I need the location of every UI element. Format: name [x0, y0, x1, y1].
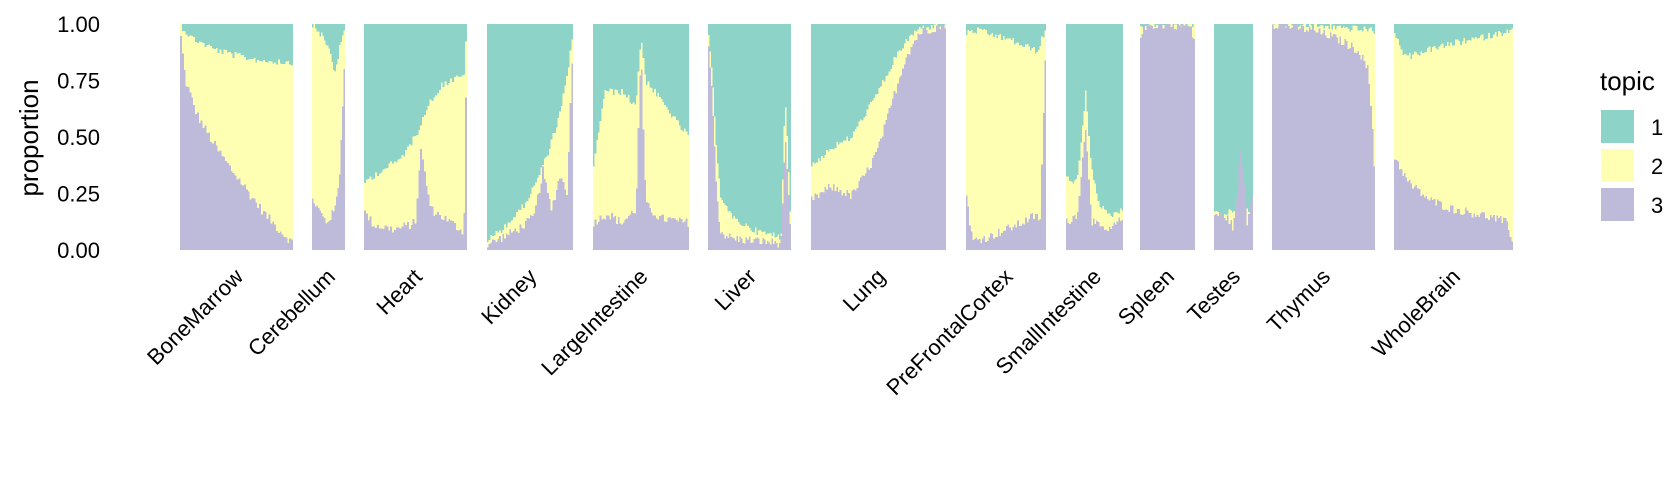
- legend: topic 1 2 3: [1600, 66, 1663, 221]
- legend-swatch-2: [1601, 149, 1634, 182]
- topic-3-band: [1140, 24, 1195, 250]
- facet-panel-Testes: [1214, 24, 1253, 250]
- legend-label-1: 1: [1651, 115, 1663, 140]
- y-tick-label: 0.25: [57, 182, 100, 207]
- facet-label-Heart: Heart: [371, 264, 427, 320]
- facet-label-Spleen: Spleen: [1113, 264, 1179, 330]
- facet-panel-PreFrontalCortex: [966, 24, 1046, 250]
- topic-3-band: [364, 97, 467, 251]
- y-axis-title: proportion: [14, 79, 44, 196]
- legend-label-3: 3: [1651, 193, 1663, 218]
- topic-2-band: [966, 27, 1046, 250]
- topic-2-band: [312, 24, 345, 250]
- facet-label-Lung: Lung: [838, 264, 890, 316]
- topic-3-band: [1394, 159, 1513, 250]
- facet-label-LargeIntestine: LargeIntestine: [536, 264, 652, 380]
- facet-panel-Spleen: [1140, 24, 1195, 250]
- facet-label-Testes: Testes: [1182, 264, 1245, 327]
- facet-panel-Thymus: [1272, 24, 1375, 250]
- topic-3-band: [180, 35, 293, 250]
- facet-panels: [180, 24, 1513, 251]
- topic-3-band: [1272, 24, 1375, 250]
- topic-3-band: [1066, 130, 1123, 250]
- facet-label-PreFrontalCortex: PreFrontalCortex: [881, 264, 1017, 400]
- topic-3-band: [487, 63, 573, 250]
- facet-panel-BoneMarrow: [180, 24, 293, 250]
- topic-3-band: [312, 68, 345, 250]
- topic-2-band: [364, 41, 467, 251]
- facet-panel-Kidney: [487, 24, 573, 251]
- topic-3-band: [966, 60, 1046, 250]
- legend-label-2: 2: [1651, 154, 1663, 179]
- topic-3-band: [708, 46, 791, 251]
- facet-panel-WholeBrain: [1394, 24, 1513, 251]
- topic-3-band: [811, 24, 946, 250]
- facet-label-Kidney: Kidney: [476, 264, 541, 329]
- facet-label-Thymus: Thymus: [1262, 264, 1335, 337]
- facet-label-BoneMarrow: BoneMarrow: [142, 264, 248, 370]
- y-tick-label: 1.00: [57, 12, 100, 37]
- y-tick-label: 0.75: [57, 69, 100, 94]
- topic-3-band: [593, 69, 689, 250]
- topic-2-band: [487, 39, 573, 251]
- facet-label-Cerebellum: Cerebellum: [243, 264, 340, 361]
- topic-3-band: [1214, 151, 1253, 250]
- facet-panel-Cerebellum: [312, 24, 345, 250]
- y-axis: proportion 0.00 0.25 0.50 0.75 1.00: [14, 12, 100, 263]
- facet-panel-SmallIntestine: [1066, 24, 1123, 250]
- legend-swatch-1: [1601, 110, 1634, 143]
- legend-title: topic: [1600, 66, 1655, 96]
- facet-label-WholeBrain: WholeBrain: [1367, 264, 1465, 362]
- legend-swatch-3: [1601, 188, 1634, 221]
- facet-panel-Heart: [364, 24, 467, 251]
- facet-panel-Lung: [811, 24, 946, 250]
- facet-panel-LargeIntestine: [593, 24, 689, 250]
- y-tick-label: 0.00: [57, 238, 100, 263]
- y-tick-label: 0.50: [57, 125, 100, 150]
- facet-panel-Liver: [708, 24, 791, 251]
- facet-label-Liver: Liver: [710, 264, 761, 315]
